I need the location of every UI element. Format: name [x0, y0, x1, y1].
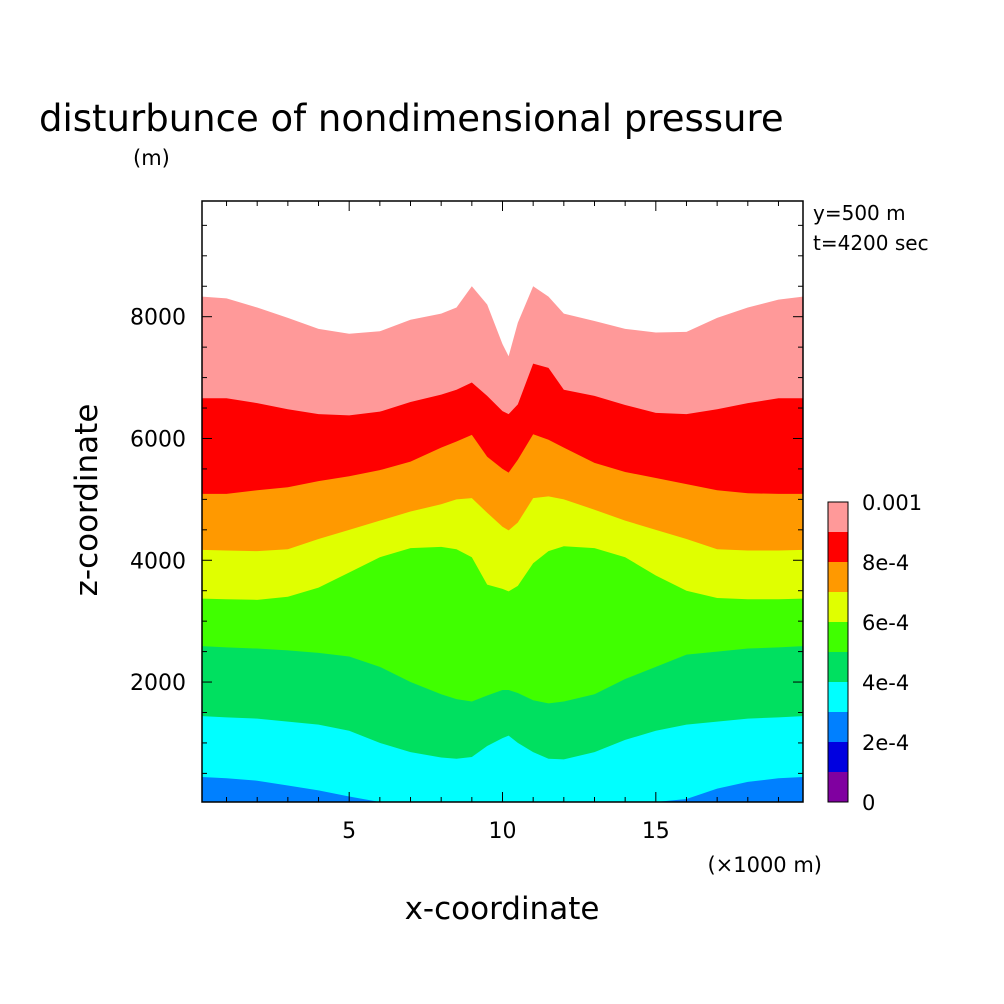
x-tick-label: 15	[642, 819, 670, 844]
colorbar-swatch	[828, 592, 848, 622]
contour-band-0.0003	[202, 777, 803, 802]
colorbar-label: 0	[862, 791, 875, 815]
colorbar-label: 8e-4	[862, 551, 909, 575]
colorbar-label: 4e-4	[862, 671, 909, 695]
annotation-y: y=500 m	[813, 201, 906, 225]
colorbar-label: 6e-4	[862, 611, 909, 635]
colorbar-label: 2e-4	[862, 731, 909, 755]
x-axis-label: x-coordinate	[405, 891, 600, 927]
y-tick-label: 2000	[130, 671, 186, 696]
annotation-t: t=4200 sec	[813, 231, 929, 255]
colorbar-swatch	[828, 502, 848, 532]
colorbar-swatch	[828, 622, 848, 652]
colorbar-frame	[827, 501, 849, 803]
colorbar-swatch	[828, 772, 848, 802]
y-axis-unit: (m)	[133, 146, 170, 170]
y-tick-label: 4000	[130, 549, 186, 574]
contour-band-0.0004	[202, 716, 803, 802]
y-tick-label: 8000	[130, 306, 186, 331]
x-axis-unit: (×1000 m)	[707, 853, 822, 877]
colorbar-swatch	[828, 712, 848, 742]
colorbar-swatch	[828, 532, 848, 562]
x-tick-label: 10	[489, 819, 517, 844]
chart-title: disturbunce of nondimensional pressure	[39, 97, 784, 140]
colorbar-label: 0.001	[862, 491, 922, 515]
x-tick-label: 5	[342, 819, 356, 844]
colorbar-swatch	[828, 562, 848, 592]
y-tick-label: 6000	[130, 427, 186, 452]
y-axis-label: z-coordinate	[69, 404, 105, 597]
colorbar-swatch	[828, 652, 848, 682]
plot-area	[202, 201, 803, 802]
axes: 5 10 15 2000 4000 6000 8000	[130, 200, 804, 844]
colorbar-swatch	[828, 742, 848, 772]
colorbar-swatch	[828, 682, 848, 712]
colorbar-legend: 0 2e-4 4e-4 6e-4 8e-4 0.001	[827, 491, 922, 815]
